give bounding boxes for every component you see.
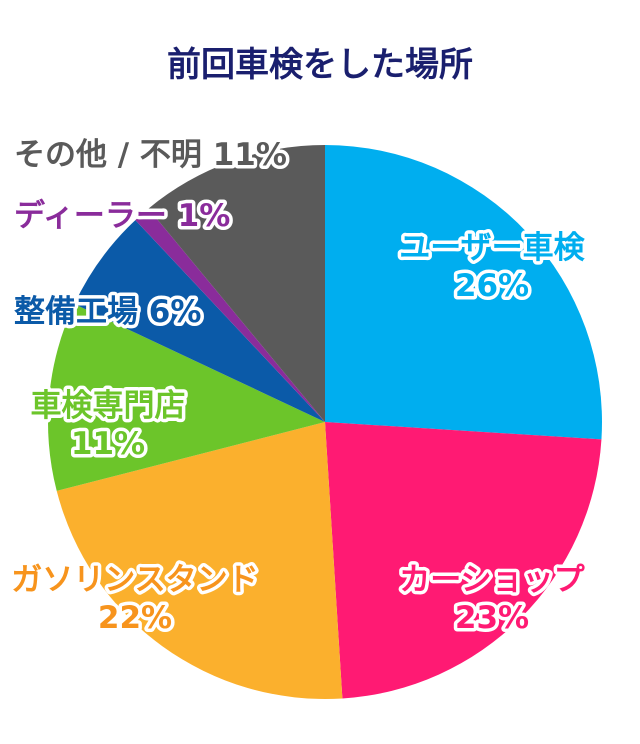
slice-label: 車検専門店 11% bbox=[31, 388, 186, 462]
slice-label: カーショップ 23% bbox=[399, 562, 585, 636]
slice-value-label: 22% bbox=[98, 600, 172, 636]
slice-value-label: 23% bbox=[455, 600, 529, 636]
chart-title: 前回車検をした場所 bbox=[167, 45, 473, 85]
slice-label: ユーザー車検 26% bbox=[399, 230, 585, 304]
slice-category-label: 車検専門店 bbox=[31, 388, 186, 424]
pie-slice bbox=[47, 304, 326, 491]
slice-labels: ユーザー車検 26% カーショップ 23% ガソリンスタンド 22% 車検専門店 11% 整備工… bbox=[8, 134, 589, 640]
slice-label: 整備工場 6% bbox=[14, 294, 201, 330]
pie-slice bbox=[135, 208, 325, 422]
pie-slice bbox=[56, 422, 343, 699]
pie-slices bbox=[47, 145, 602, 699]
pie-slice bbox=[325, 422, 602, 699]
slice-label: ガソリンスタンド 22% bbox=[11, 562, 258, 636]
slice-value-label: 11% bbox=[71, 426, 145, 462]
pie-slice bbox=[148, 145, 325, 422]
slice-category-label: ガソリンスタンド bbox=[11, 562, 258, 598]
slice-category-label: カーショップ bbox=[399, 562, 585, 598]
slice-category-label: ユーザー車検 bbox=[399, 230, 585, 266]
slice-label: ディーラー 1% bbox=[14, 198, 230, 234]
slice-label: その他 / 不明 11% bbox=[14, 137, 287, 173]
slice-value-label: 26% bbox=[455, 268, 529, 304]
pie-slice bbox=[74, 220, 325, 422]
pie-slice bbox=[325, 145, 602, 440]
